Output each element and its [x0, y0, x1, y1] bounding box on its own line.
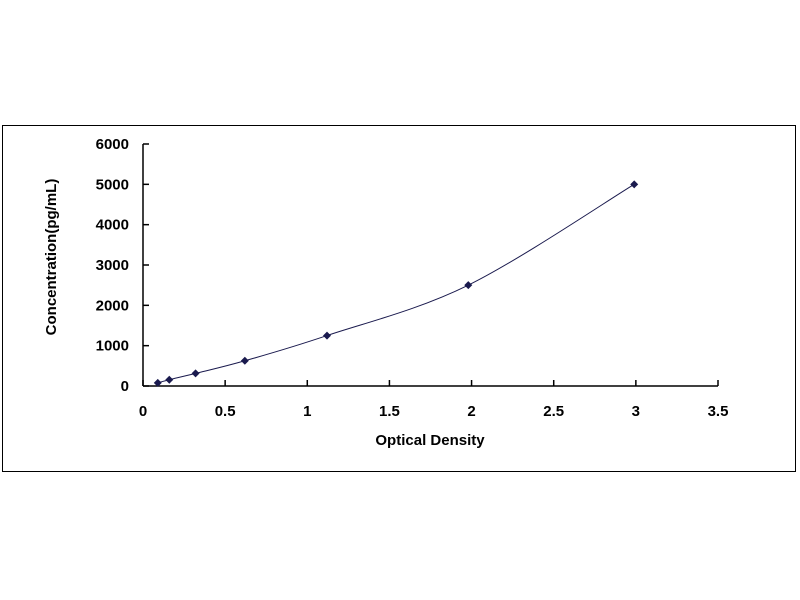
data-point [240, 356, 249, 365]
y-tick-label: 4000 [96, 217, 129, 234]
data-point [191, 369, 200, 378]
x-axis-label: Optical Density [375, 432, 485, 449]
data-point [323, 331, 331, 340]
data-point [464, 281, 473, 290]
x-tick-label: 3.5 [708, 403, 729, 420]
data-point [630, 180, 639, 189]
y-tick-label: 5000 [96, 176, 129, 193]
chart-frame [2, 125, 796, 472]
y-tick-label: 3000 [96, 257, 129, 274]
y-tick-label: 2000 [96, 297, 129, 314]
x-tick-label: 1.5 [379, 403, 400, 420]
data-point [153, 378, 162, 387]
y-tick-label: 6000 [96, 136, 129, 153]
x-tick-label: 0.5 [215, 403, 236, 420]
fit-curve [157, 183, 635, 384]
y-tick-label: 1000 [96, 338, 129, 355]
x-tick-label: 2 [467, 403, 475, 420]
y-axis-label: Concentration(pg/mL) [43, 179, 60, 336]
y-tick-label: 0 [121, 378, 129, 395]
data-point [165, 375, 174, 384]
x-tick-label: 3 [632, 403, 640, 420]
x-tick-label: 0 [139, 403, 147, 420]
x-tick-label: 2.5 [543, 403, 564, 420]
x-tick-label: 1 [303, 403, 311, 420]
